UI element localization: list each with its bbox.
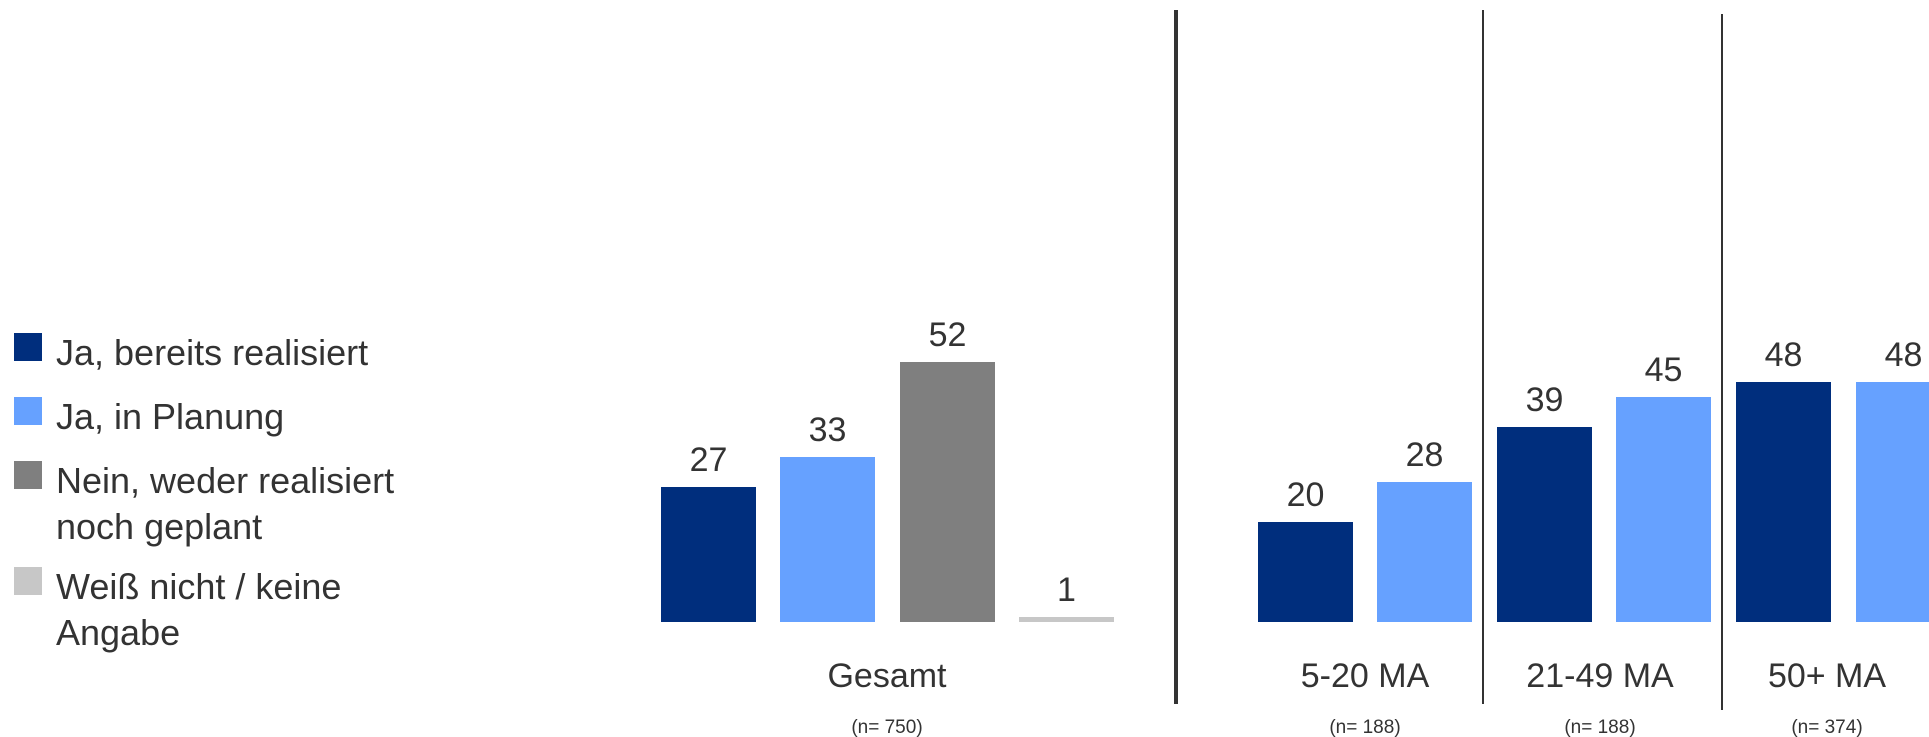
group-label: 50+ MA: [1768, 657, 1886, 695]
legend-label: Ja, in Planung: [56, 396, 285, 437]
legend-item-weiss-nicht: Weiß nicht / keine Angabe: [14, 564, 416, 656]
group-sample-size: (n= 188): [1564, 717, 1635, 737]
bar: [1856, 382, 1929, 622]
group-sample-size: (n= 188): [1329, 717, 1400, 737]
legend-swatch: [14, 567, 42, 595]
bar: [1258, 522, 1353, 622]
data-label: 52: [929, 316, 967, 354]
data-label: 20: [1287, 476, 1325, 514]
legend-swatch: [14, 333, 42, 361]
legend-item-planung: Ja, in Planung: [14, 394, 416, 440]
legend-label: Weiß nicht / keine Angabe: [56, 566, 342, 653]
group-label: 21-49 MA: [1526, 657, 1674, 695]
group-label: Gesamt: [827, 657, 947, 695]
bar: [1019, 617, 1114, 622]
bar: [780, 457, 875, 622]
data-label: 48: [1765, 336, 1803, 374]
group-label: 5-20 MA: [1301, 657, 1430, 695]
legend-swatch: [14, 461, 42, 489]
legend-item-nein: Nein, weder realisiert noch geplant: [14, 458, 416, 550]
legend-item-realisiert: Ja, bereits realisiert: [14, 330, 416, 376]
data-label: 33: [809, 411, 847, 449]
data-label: 28: [1406, 436, 1444, 474]
data-label: 48: [1885, 336, 1923, 374]
data-label: 27: [690, 441, 728, 479]
bar: [1616, 397, 1711, 622]
bar: [1377, 482, 1472, 622]
bar: [1736, 382, 1831, 622]
group-sample-size: (n= 374): [1791, 717, 1862, 737]
legend-label: Nein, weder realisiert noch geplant: [56, 460, 395, 547]
bar: [661, 487, 756, 622]
data-label: 45: [1645, 351, 1683, 389]
bar: [900, 362, 995, 622]
legend-label: Ja, bereits realisiert: [56, 332, 369, 373]
legend: Ja, bereits realisiert Ja, in Planung Ne…: [14, 330, 416, 674]
legend-swatch: [14, 397, 42, 425]
bar: [1497, 427, 1592, 622]
group-sample-size: (n= 750): [851, 717, 922, 737]
data-label: 1: [1057, 571, 1076, 609]
data-label: 39: [1526, 381, 1564, 419]
